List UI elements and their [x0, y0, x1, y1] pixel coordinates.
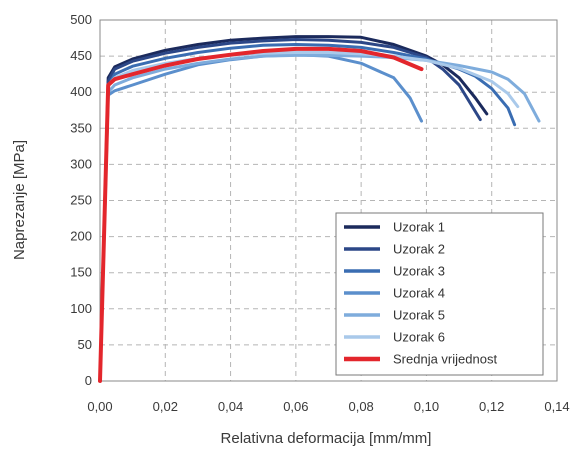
- legend-label: Uzorak 4: [393, 286, 445, 301]
- series-line: [98, 46, 424, 383]
- y-tick-label: 100: [70, 301, 92, 316]
- legend-label: Uzorak 5: [393, 308, 445, 323]
- y-tick-label: 400: [70, 84, 92, 99]
- series-line: [98, 35, 489, 383]
- x-tick-label: 0,14: [544, 399, 569, 414]
- x-axis-title: Relativna deformacija [mm/mm]: [221, 430, 432, 447]
- legend-label: Uzorak 6: [393, 330, 445, 345]
- series-group: [98, 35, 541, 383]
- y-tick-label: 150: [70, 265, 92, 280]
- y-tick-label: 200: [70, 229, 92, 244]
- y-tick-labels: 0 50 100 150 200 250 300 350 400 450 500: [70, 12, 92, 388]
- legend-label: Uzorak 1: [393, 220, 445, 235]
- x-tick-labels: 0,00 0,02 0,04 0,06 0,08 0,10 0,12 0,14: [87, 399, 569, 414]
- y-tick-label: 250: [70, 193, 92, 208]
- y-tick-label: 300: [70, 156, 92, 171]
- x-tick-label: 0,02: [153, 399, 178, 414]
- legend: Uzorak 1 Uzorak 2 Uzorak 3 Uzorak 4 Uzorak 5…: [335, 212, 544, 376]
- x-tick-label: 0,08: [348, 399, 373, 414]
- series-line: [98, 43, 517, 383]
- legend-label: Srednja vrijednost: [393, 352, 497, 367]
- x-tick-label: 0,10: [414, 399, 439, 414]
- series-line: [98, 51, 520, 383]
- plot-frame: [99, 19, 558, 382]
- legend-label: Uzorak 2: [393, 242, 445, 257]
- x-tick-label: 0,06: [283, 399, 308, 414]
- y-tick-label: 50: [78, 337, 92, 352]
- y-tick-label: 350: [70, 120, 92, 135]
- y-tick-label: 0: [85, 373, 92, 388]
- y-tick-label: 500: [70, 12, 92, 27]
- x-tick-label: 0,00: [87, 399, 112, 414]
- x-tick-label: 0,12: [479, 399, 504, 414]
- y-tick-label: 450: [70, 48, 92, 63]
- legend-label: Uzorak 3: [393, 264, 445, 279]
- series-line: [98, 53, 541, 383]
- y-axis-title: Naprezanje [MPa]: [11, 140, 28, 260]
- x-tick-label: 0,04: [218, 399, 243, 414]
